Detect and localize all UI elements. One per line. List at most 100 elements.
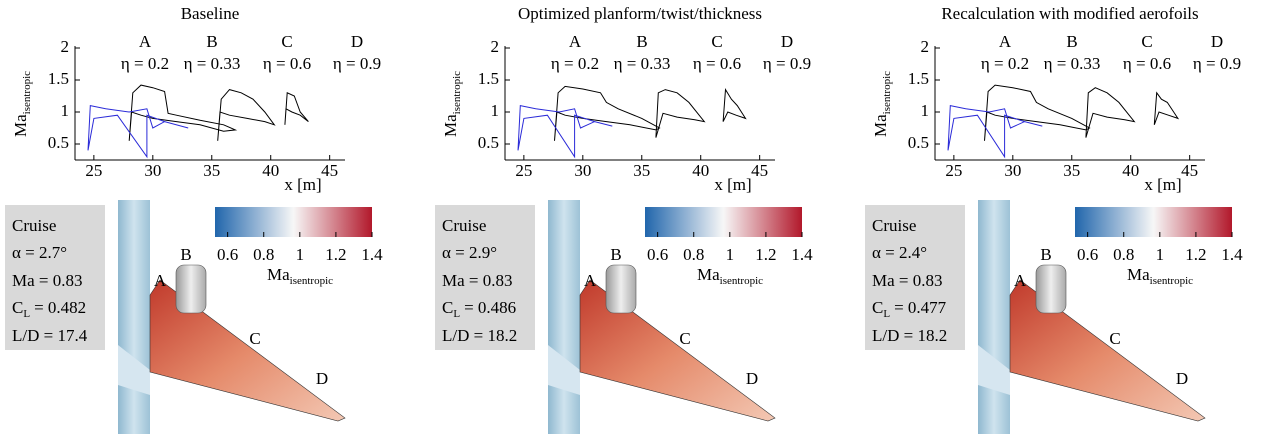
cruise-title: Cruise (12, 216, 56, 235)
section-eta: η = 0.2 (121, 54, 169, 73)
colorbar-tick-label: 1.2 (755, 245, 776, 264)
cruise-alpha: α = 2.4° (872, 243, 927, 262)
wing (149, 279, 346, 422)
x-tick-label: 40 (1122, 161, 1139, 180)
x-tick-label: 35 (1063, 161, 1080, 180)
cl-symbol: C (442, 298, 453, 317)
section-label: B (636, 32, 647, 51)
y-label-main: Ma (11, 114, 30, 137)
wing-label-c: C (1109, 329, 1120, 348)
x-tick-label: 45 (1181, 161, 1198, 180)
chart-title: Baseline (181, 4, 240, 23)
wing-label-a: A (584, 271, 597, 290)
y-axis-label: Maisentropic (871, 71, 893, 137)
cl-sub: L (453, 308, 460, 320)
y-tick-label: 0.5 (48, 133, 69, 152)
y-label-sub: isentropic (21, 71, 33, 114)
cruise-ma: Ma = 0.83 (442, 271, 513, 290)
nacelle (175, 264, 207, 314)
section-eta: η = 0.9 (333, 54, 381, 73)
wing (1009, 279, 1206, 422)
x-tick-label: 45 (751, 161, 768, 180)
y-label-main: Ma (441, 114, 460, 137)
x-tick-label: 25 (945, 161, 962, 180)
colorbar-tick-label: 1.4 (791, 245, 813, 264)
cl-symbol: C (12, 298, 23, 317)
wing-label-b: B (610, 245, 621, 264)
colorbar (215, 207, 372, 237)
colorbar-tick-label: 1.2 (1185, 245, 1206, 264)
section-eta: η = 0.33 (614, 54, 671, 73)
fuselage (118, 200, 150, 434)
cruise-ld: L/D = 18.2 (442, 326, 517, 345)
nacelle (605, 264, 637, 314)
section-curve (284, 92, 309, 125)
colorbar (1075, 207, 1232, 237)
x-tick-label: 40 (692, 161, 709, 180)
wing-lower (548, 345, 580, 395)
panel: Recalculation with modified aerofoils 0.5… (865, 4, 1243, 434)
section-eta: η = 0.6 (693, 54, 741, 73)
section-eta: η = 0.2 (981, 54, 1029, 73)
y-tick-label: 0.5 (908, 133, 929, 152)
x-tick-label: 30 (144, 161, 161, 180)
colorbar-tick-label: 1 (296, 245, 305, 264)
section-curve (655, 89, 706, 138)
wing-label-c: C (249, 329, 260, 348)
y-axis-label: Maisentropic (441, 71, 463, 137)
colorbar-tick-label: 0.6 (1077, 245, 1098, 264)
cruise-box (5, 205, 105, 350)
y-tick-label: 2 (921, 37, 930, 56)
colorbar-label-main: Ma (267, 265, 290, 284)
cl-value: = 0.477 (894, 298, 947, 317)
section-eta: η = 0.9 (763, 54, 811, 73)
section-curve (128, 84, 238, 141)
y-tick-label: 1.5 (908, 69, 929, 88)
chart-title: Recalculation with modified aerofoils (941, 4, 1198, 23)
cruise-ma: Ma = 0.83 (12, 271, 83, 290)
cruise-ld: L/D = 17.4 (12, 326, 88, 345)
cl-value: = 0.486 (464, 298, 516, 317)
y-label-main: Ma (871, 114, 890, 137)
colorbar-label: Maisentropic (267, 265, 333, 287)
wing-label-d: D (1176, 369, 1188, 388)
colorbar-label: Maisentropic (697, 265, 763, 287)
cruise-cl: CL = 0.477 (872, 298, 947, 320)
section-eta: η = 0.6 (263, 54, 311, 73)
y-tick-label: 1.5 (478, 69, 499, 88)
y-tick-label: 2 (61, 37, 70, 56)
section-label: D (1211, 32, 1223, 51)
colorbar-tick-label: 1 (726, 245, 735, 264)
wing-label-c: C (679, 329, 690, 348)
y-label-sub: isentropic (881, 71, 893, 114)
section-eta: η = 0.6 (1123, 54, 1171, 73)
colorbar-tick-label: 0.8 (253, 245, 274, 264)
wing-label-a: A (1014, 271, 1027, 290)
cl-sub: L (883, 308, 890, 320)
section-label: C (281, 32, 292, 51)
section-curve (1085, 87, 1136, 138)
section-curve (947, 104, 1043, 159)
colorbar-tick-label: 0.8 (683, 245, 704, 264)
section-label: A (569, 32, 582, 51)
y-tick-label: 0.5 (478, 133, 499, 152)
cruise-cl: CL = 0.482 (12, 298, 86, 320)
y-axis-label: Maisentropic (11, 71, 33, 137)
wing-lower (118, 345, 150, 395)
colorbar (645, 207, 802, 237)
section-label: B (206, 32, 217, 51)
x-tick-label: 40 (262, 161, 279, 180)
section-label: D (781, 32, 793, 51)
section-label: A (999, 32, 1012, 51)
fuselage (548, 200, 580, 434)
colorbar-tick-label: 0.6 (647, 245, 668, 264)
section-curve (554, 85, 661, 141)
y-tick-label: 1.5 (48, 69, 69, 88)
x-axis-label: x [m] (1144, 175, 1181, 194)
section-label: C (711, 32, 722, 51)
section-curve (984, 84, 1091, 141)
nacelle (1035, 264, 1067, 314)
section-curve (217, 89, 276, 141)
